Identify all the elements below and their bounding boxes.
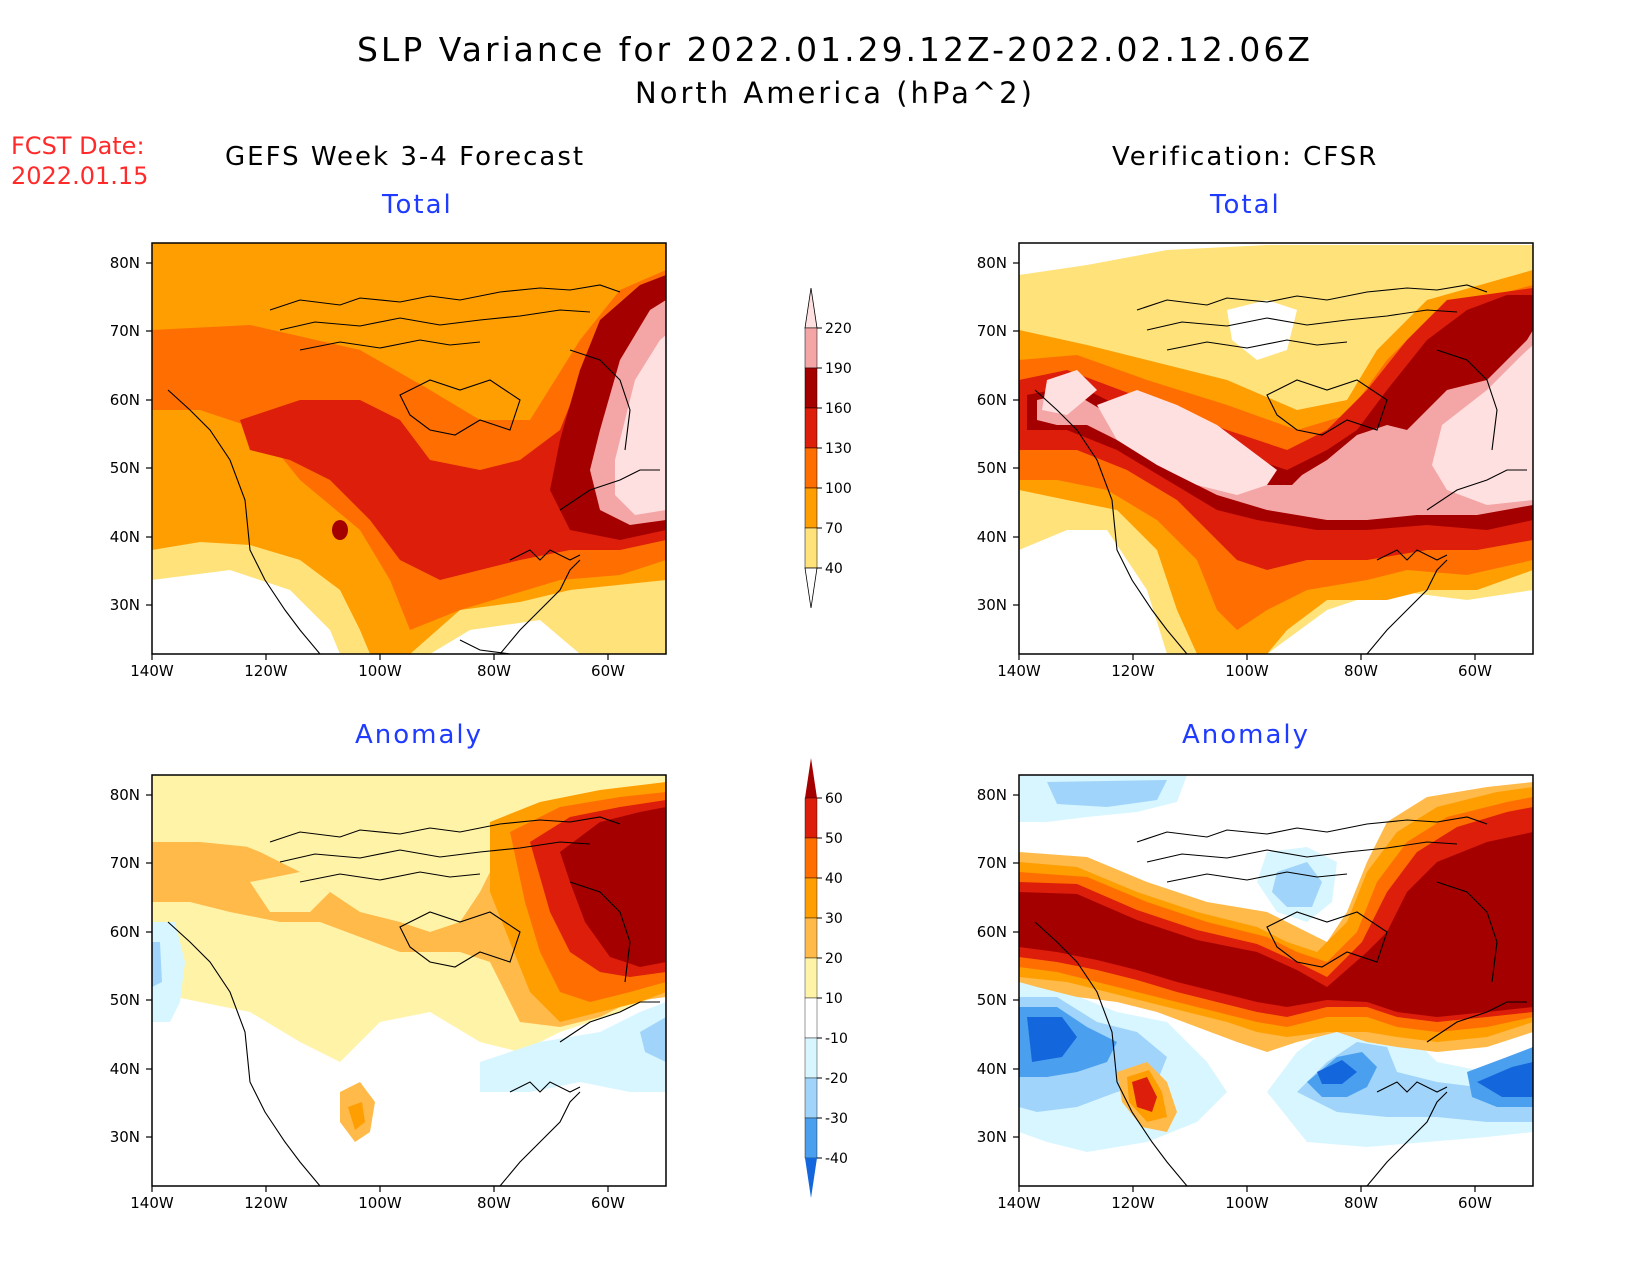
anomaly-colorbar-label: 30	[825, 911, 843, 927]
lon-label: 60W	[1458, 662, 1492, 680]
lat-label: 50N	[977, 991, 1007, 1009]
anomaly-colorbar-label: -10	[825, 1031, 848, 1047]
anomaly-colorbar-swatch	[804, 837, 818, 879]
verification-anomaly-map: 80N 70N 60N 50N 40N 30N 140W 120W 100W 8…	[977, 774, 1534, 1212]
lon-label: 140W	[997, 1194, 1041, 1212]
lat-label: 70N	[977, 854, 1007, 872]
lon-label: 120W	[1111, 662, 1155, 680]
lat-label: 40N	[110, 1060, 140, 1078]
lon-label: 140W	[130, 1194, 174, 1212]
anomaly-colorbar-label: 50	[825, 831, 843, 847]
anomaly-colorbar-swatch	[804, 1037, 818, 1079]
total-colorbar-swatch	[804, 527, 818, 569]
verification-total-title: Total	[1210, 190, 1281, 220]
lon-label: 120W	[1111, 1194, 1155, 1212]
lat-label: 60N	[110, 391, 140, 409]
lat-label: 60N	[977, 923, 1007, 941]
lon-label: 140W	[130, 662, 174, 680]
lon-label: 140W	[997, 662, 1041, 680]
lat-label: 30N	[110, 596, 140, 614]
total-colorbar-swatch	[804, 447, 818, 489]
total-colorbar-label: 160	[825, 401, 852, 417]
anomaly-colorbar-label: 40	[825, 871, 843, 887]
anomaly-colorbar-label: 10	[825, 991, 843, 1007]
total-colorbar-swatch	[804, 407, 818, 449]
figure-title-line1: SLP Variance for 2022.01.29.12Z-2022.02.…	[356, 30, 1314, 69]
lat-label: 70N	[977, 322, 1007, 340]
total-colorbar-arrow	[804, 567, 818, 609]
lon-label: 80W	[1344, 662, 1378, 680]
total-colorbar-label: 70	[825, 521, 843, 537]
lat-label: 50N	[110, 459, 140, 477]
anomaly-colorbar-label: -40	[825, 1151, 848, 1167]
lon-label: 100W	[358, 662, 402, 680]
total-colorbar-label: 190	[825, 361, 852, 377]
lat-axis: 80N 70N 60N 50N 40N 30N	[110, 254, 140, 614]
anomaly-colorbar-swatch	[804, 797, 818, 839]
lon-label: 80W	[1344, 1194, 1378, 1212]
forecast-total-title: Total	[382, 190, 453, 220]
total-colorbar-swatch	[804, 327, 818, 369]
lon-label: 100W	[1225, 1194, 1269, 1212]
total-colorbar-label: 40	[825, 561, 843, 577]
forecast-anomaly-title: Anomaly	[355, 720, 484, 750]
lat-label: 40N	[977, 528, 1007, 546]
verification-anomaly-title: Anomaly	[1182, 720, 1311, 750]
lat-label: 40N	[977, 1060, 1007, 1078]
total-colorbar-label: 220	[825, 321, 852, 337]
lat-label: 70N	[110, 322, 140, 340]
lat-label: 80N	[977, 254, 1007, 272]
anomaly-colorbar-swatch	[804, 877, 818, 919]
anomaly-colorbar-arrow	[805, 758, 817, 798]
fcst-date-value: 2022.01.15	[11, 162, 149, 190]
lat-label: 60N	[110, 923, 140, 941]
lon-label: 80W	[477, 662, 511, 680]
figure-title-line2: North America (hPa^2)	[635, 76, 1035, 110]
lat-label: 50N	[110, 991, 140, 1009]
anomaly-colorbar-swatch	[804, 1077, 818, 1119]
lon-label: 120W	[244, 1194, 288, 1212]
total-colorbar: 220 190 160 130 100 70 40	[804, 287, 852, 609]
lon-label: 60W	[1458, 1194, 1492, 1212]
fcst-date-label: FCST Date:	[11, 132, 145, 160]
verification-column-title: Verification: CFSR	[1112, 142, 1379, 172]
verification-total-map: 80N 70N 60N 50N 40N 30N 140W 120W 100W 8…	[977, 242, 1534, 680]
total-colorbar-swatch	[804, 367, 818, 409]
total-colorbar-label: 100	[825, 481, 852, 497]
lat-label: 30N	[977, 1128, 1007, 1146]
anomaly-colorbar-label: 60	[825, 791, 843, 807]
total-colorbar-swatch	[804, 487, 818, 529]
lon-label: 60W	[591, 1194, 625, 1212]
anomaly-colorbar: 60 50 40 30 20 10 -10 -20 -30 -40	[804, 758, 848, 1198]
lat-label: 80N	[110, 786, 140, 804]
anomaly-colorbar-swatch	[804, 1117, 818, 1159]
lon-label: 100W	[1225, 662, 1269, 680]
anomaly-colorbar-label: -30	[825, 1111, 848, 1127]
forecast-total-map: 80N 70N 60N 50N 40N 30N 140W 120W 100W 8…	[110, 242, 667, 680]
lat-label: 30N	[110, 1128, 140, 1146]
forecast-anomaly-map: 80N 70N 60N 50N 40N 30N 140W 120W 100W 8…	[110, 774, 667, 1212]
total-colorbar-label: 130	[825, 441, 852, 457]
anomaly-colorbar-arrow	[805, 1158, 817, 1198]
lon-axis: 140W 120W 100W 80W 60W	[130, 662, 625, 680]
lat-label: 80N	[977, 786, 1007, 804]
lon-label: 80W	[477, 1194, 511, 1212]
anomaly-colorbar-swatch	[804, 957, 818, 999]
lon-label: 60W	[591, 662, 625, 680]
lon-label: 100W	[358, 1194, 402, 1212]
lat-label: 30N	[977, 596, 1007, 614]
lat-label: 60N	[977, 391, 1007, 409]
lat-label: 80N	[110, 254, 140, 272]
lat-label: 40N	[110, 528, 140, 546]
anomaly-colorbar-label: -20	[825, 1071, 848, 1087]
lat-label: 50N	[977, 459, 1007, 477]
anomaly-colorbar-swatch	[804, 997, 818, 1039]
forecast-column-title: GEFS Week 3-4 Forecast	[225, 142, 586, 172]
lon-label: 120W	[244, 662, 288, 680]
lat-label: 70N	[110, 854, 140, 872]
anomaly-colorbar-swatch	[804, 917, 818, 959]
total-colorbar-arrow	[804, 287, 818, 329]
anomaly-colorbar-label: 20	[825, 951, 843, 967]
